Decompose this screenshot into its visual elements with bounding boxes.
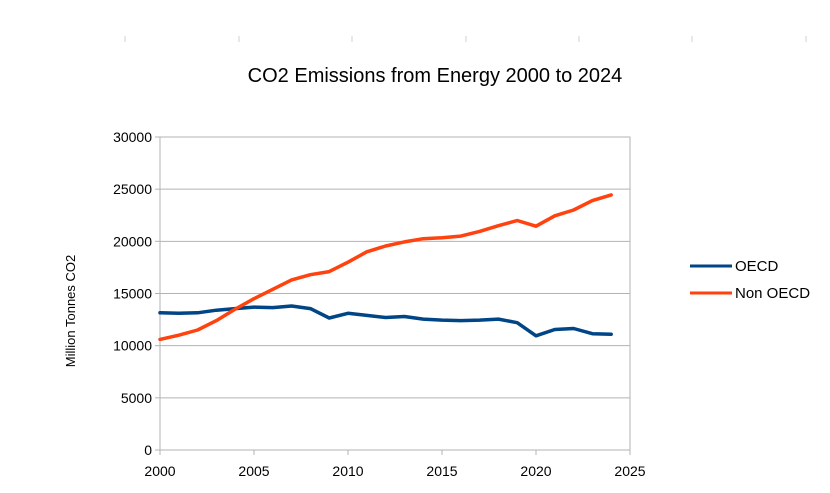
chart-title: CO2 Emissions from Energy 2000 to 2024 <box>248 65 623 87</box>
series-lines <box>158 193 613 342</box>
x-tick-label: 2000 <box>144 463 175 479</box>
legend-label: Non OECD <box>735 285 810 302</box>
y-tick-label: 0 <box>144 442 152 458</box>
legend-label: OECD <box>735 258 779 275</box>
gridlines <box>160 136 630 399</box>
series-line-non-oecd <box>158 193 613 342</box>
x-tick-label: 2020 <box>520 463 551 479</box>
x-axis-ticks: 2000 2005 2010 2015 2020 2025 <box>144 450 646 479</box>
series-line-oecd <box>158 304 613 338</box>
y-tick-label: 15000 <box>113 286 152 302</box>
x-tick-label: 2005 <box>238 463 269 479</box>
y-axis-label: Million Tonnes CO2 <box>63 255 78 367</box>
y-tick-label: 10000 <box>113 338 152 354</box>
y-tick-label: 25000 <box>113 181 152 197</box>
x-tick-label: 2010 <box>332 463 363 479</box>
y-tick-label: 20000 <box>113 233 152 249</box>
y-tick-label: 5000 <box>121 390 152 406</box>
top-tick-marks <box>124 36 807 42</box>
y-axis-ticks: 0 5000 10000 15000 20000 25000 30000 <box>113 129 160 458</box>
y-tick-label: 30000 <box>113 129 152 145</box>
legend: OECD Non OECD <box>690 258 810 302</box>
x-tick-label: 2025 <box>614 463 645 479</box>
x-tick-label: 2015 <box>426 463 457 479</box>
